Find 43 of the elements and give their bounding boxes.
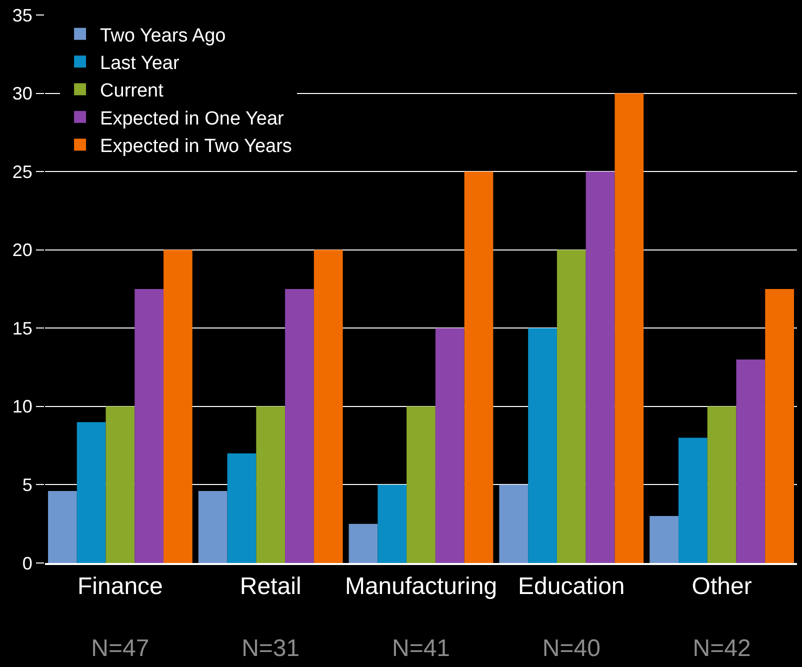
bar: [406, 406, 436, 563]
bar: [556, 250, 586, 563]
bar: [678, 438, 708, 563]
bar: [499, 484, 528, 563]
category-label: Education N=40: [518, 572, 625, 662]
bar: [314, 250, 343, 563]
bar: [348, 524, 378, 563]
legend-label: Expected in Two Years: [100, 136, 292, 158]
y-tick-label: 15: [12, 318, 32, 338]
bar: [378, 484, 407, 563]
bar: [736, 359, 766, 563]
bar: [650, 516, 678, 563]
legend-label: Expected in One Year: [100, 108, 285, 130]
category-label: Retail N=31: [240, 572, 302, 662]
bar: [164, 250, 192, 563]
bar: [134, 289, 164, 563]
y-tick-label: 35: [12, 5, 32, 26]
bar: [765, 289, 794, 563]
y-tick-label: 20: [12, 240, 32, 260]
bar: [528, 328, 557, 563]
y-tick-label: 5: [22, 475, 32, 496]
bar: [285, 289, 314, 563]
legend-label: Last Year: [100, 52, 180, 74]
category-label: Manufacturing N=41: [344, 572, 498, 662]
bar: [48, 490, 77, 563]
y-tick-label: 25: [12, 162, 32, 182]
bar: [198, 490, 228, 563]
category-label: Finance N=47: [78, 572, 163, 662]
bar: [76, 422, 106, 563]
bar: [435, 328, 464, 563]
bar: [707, 406, 736, 563]
bar: [464, 172, 494, 563]
y-tick-label: 10: [12, 396, 32, 417]
bar: [614, 93, 644, 563]
category-label: Other N=42: [692, 572, 752, 662]
bar: [586, 172, 615, 563]
bar: [106, 406, 135, 563]
bar: [256, 406, 286, 563]
y-tick-label: 30: [12, 84, 32, 104]
legend-label: Current: [100, 80, 164, 102]
bar: [227, 453, 256, 563]
legend-label: Two Years Ago: [100, 25, 226, 46]
y-tick-label: 0: [22, 553, 32, 574]
